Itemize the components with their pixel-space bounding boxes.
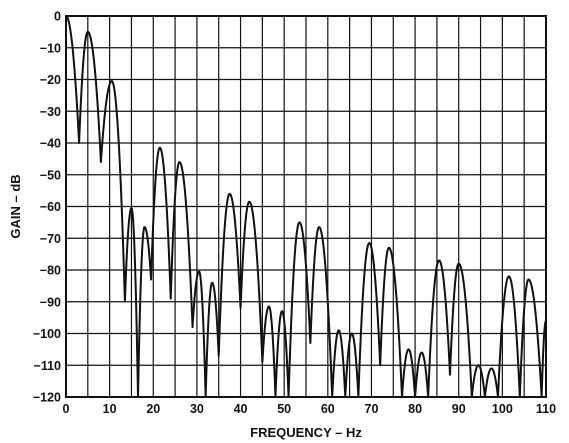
y-tick-label: −40 [40, 137, 61, 151]
x-tick-label: 30 [190, 402, 204, 416]
x-axis-title: FREQUENCY – Hz [250, 425, 362, 440]
y-tick-label: −110 [34, 359, 62, 373]
x-tick-label: 80 [408, 402, 422, 416]
y-tick-label: −30 [40, 105, 61, 119]
x-tick-label: 50 [277, 402, 291, 416]
x-tick-label: 10 [103, 402, 117, 416]
y-axis-title: GAIN – dB [8, 174, 23, 238]
x-tick-label: 70 [365, 402, 379, 416]
y-tick-label: 0 [54, 10, 61, 24]
plot-frame [65, 15, 547, 398]
grid-lines [66, 16, 546, 397]
y-tick-labels: 0 −10 −20 −30 −40 −50 −60 −70 −80 −90 −100 −110 −120 [33, 10, 61, 405]
x-tick-label: 20 [146, 402, 160, 416]
x-tick-label: 40 [234, 402, 248, 416]
x-tick-label: 100 [492, 402, 513, 416]
y-tick-label: −90 [40, 295, 61, 309]
x-tick-label: 90 [452, 402, 466, 416]
x-tick-label: 110 [536, 402, 556, 416]
x-tick-label: 60 [321, 402, 335, 416]
y-tick-label: −120 [33, 391, 61, 405]
y-tick-label: −70 [40, 232, 61, 246]
y-tick-label: −50 [40, 168, 61, 182]
y-tick-label: −80 [40, 264, 61, 278]
y-tick-label: −10 [40, 41, 61, 55]
x-tick-label: 0 [63, 402, 70, 416]
y-tick-label: −20 [40, 73, 61, 87]
x-tick-labels: 0 10 20 30 40 50 60 70 80 90 100 110 [63, 402, 557, 416]
y-tick-label: −60 [40, 200, 61, 214]
y-tick-label: −100 [33, 327, 61, 341]
